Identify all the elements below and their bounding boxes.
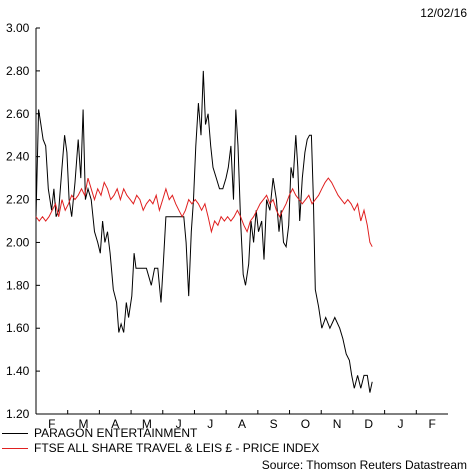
legend-entry-ftse: FTSE ALL SHARE TRAVEL & LEIS £ - PRICE I… (0, 441, 319, 456)
x-tick-label: J (207, 417, 213, 431)
x-tick-label: A (111, 417, 119, 431)
y-tick-label: 2.20 (6, 193, 30, 207)
x-tick-label: F (48, 417, 55, 431)
date-stamp: 12/02/16 (420, 6, 467, 20)
y-tick-label: 2.00 (6, 235, 30, 249)
y-tick-label: 1.60 (6, 321, 30, 335)
y-tick-label: 2.40 (6, 150, 30, 164)
y-tick-label: 2.80 (6, 64, 30, 78)
x-tick-label: F (428, 417, 435, 431)
x-tick-label: A (238, 417, 246, 431)
legend-swatch-paragon (2, 433, 28, 434)
y-tick-label: 1.80 (6, 278, 30, 292)
source-note: Source: Thomson Reuters Datastream (261, 458, 467, 472)
x-tick-label: N (333, 417, 342, 431)
y-tick-label: 1.20 (6, 407, 30, 421)
legend-label-ftse: FTSE ALL SHARE TRAVEL & LEIS £ - PRICE I… (34, 441, 320, 455)
legend-label-paragon: PARAGON ENTERTAINMENT (34, 426, 198, 440)
series-line-ftse (35, 177, 373, 247)
chart-axes: 1.20 1.40 1.60 1.80 2.00 2.20 2.40 2.60 2.80 3.00… (6, 21, 448, 431)
y-tick-label: 2.60 (6, 107, 30, 121)
chart-series (35, 70, 373, 393)
legend-entry-paragon: PARAGON ENTERTAINMENT (0, 426, 319, 441)
x-tick-label: S (270, 417, 278, 431)
chart-legend: PARAGON ENTERTAINMENT FTSE ALL SHARE TRA… (0, 426, 319, 456)
x-tick-label: O (301, 417, 310, 431)
x-tick-label: M (79, 417, 89, 431)
x-tick-label: J (397, 417, 403, 431)
x-tick-label: M (142, 417, 152, 431)
series-line-paragon (35, 70, 373, 393)
legend-swatch-ftse (2, 448, 28, 449)
y-tick-label: 3.00 (6, 21, 30, 35)
y-tick-label: 1.40 (6, 364, 30, 378)
x-tick-label: J (176, 417, 182, 431)
x-tick-label: D (364, 417, 373, 431)
